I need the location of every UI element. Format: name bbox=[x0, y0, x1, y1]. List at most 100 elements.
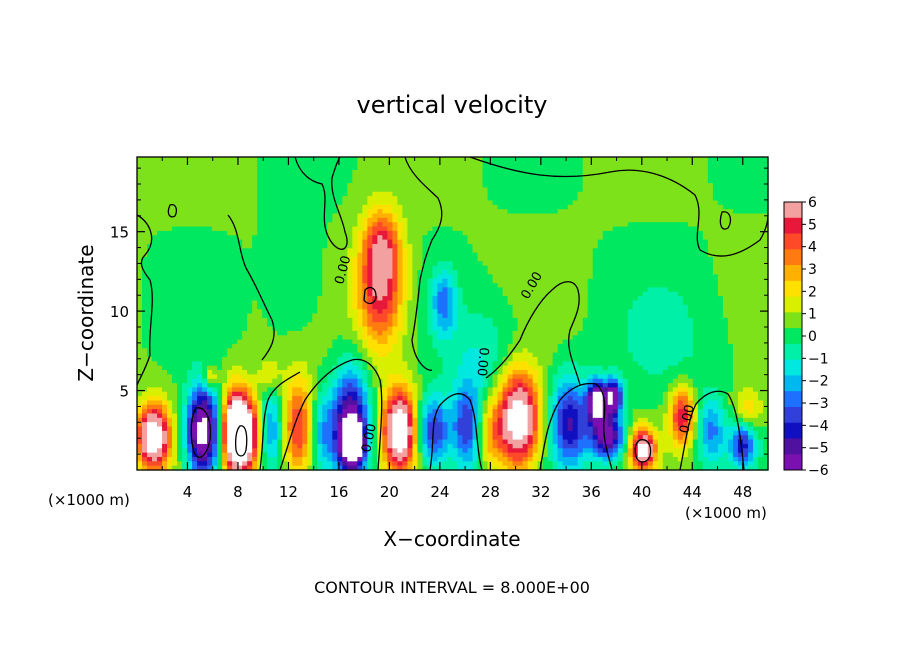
heatmap-cell bbox=[167, 343, 173, 349]
heatmap-cell bbox=[272, 226, 278, 232]
heatmap-cell bbox=[312, 256, 318, 262]
heatmap-cell bbox=[232, 343, 238, 349]
heatmap-cell bbox=[277, 378, 283, 384]
heatmap-cell bbox=[407, 183, 414, 189]
heatmap-cell bbox=[447, 443, 454, 449]
heatmap-cell bbox=[407, 178, 414, 184]
heatmap-cell bbox=[407, 456, 414, 462]
heatmap-cell bbox=[372, 204, 378, 210]
heatmap-cell bbox=[482, 187, 489, 193]
heatmap-cell bbox=[427, 161, 434, 167]
heatmap-cell bbox=[192, 187, 198, 193]
heatmap-cell bbox=[352, 161, 358, 167]
heatmap-cell bbox=[142, 348, 148, 354]
heatmap-cell bbox=[267, 261, 273, 267]
heatmap-cell bbox=[152, 183, 158, 189]
heatmap-cell bbox=[437, 235, 444, 241]
heatmap-cell bbox=[262, 226, 268, 232]
heatmap-cell bbox=[422, 430, 429, 436]
heatmap-cell bbox=[167, 243, 173, 249]
heatmap-cell bbox=[187, 217, 193, 223]
heatmap-cell bbox=[432, 391, 439, 397]
heatmap-cell bbox=[412, 178, 419, 184]
heatmap-cell bbox=[287, 239, 293, 245]
heatmap-cell bbox=[177, 343, 183, 349]
heatmap-cell bbox=[247, 170, 253, 175]
heatmap-cell bbox=[282, 370, 288, 375]
heatmap-cell bbox=[277, 222, 283, 228]
heatmap-cell bbox=[477, 365, 484, 371]
heatmap-cell bbox=[437, 426, 444, 432]
heatmap-cell bbox=[217, 391, 223, 397]
heatmap-cell bbox=[332, 409, 338, 415]
heatmap-cell bbox=[337, 183, 343, 189]
heatmap-cell bbox=[397, 283, 404, 289]
heatmap-cell bbox=[317, 387, 323, 393]
heatmap-cell bbox=[477, 174, 484, 180]
heatmap-cell bbox=[427, 400, 434, 406]
heatmap-cell bbox=[172, 191, 178, 197]
heatmap-cell bbox=[252, 465, 258, 471]
heatmap-cell bbox=[277, 217, 283, 223]
heatmap-cell bbox=[477, 374, 484, 380]
heatmap-cell bbox=[192, 378, 198, 384]
heatmap-cell bbox=[162, 365, 168, 371]
heatmap-cell bbox=[387, 309, 394, 315]
heatmap-cell bbox=[242, 309, 248, 315]
heatmap-cell bbox=[412, 391, 419, 397]
heatmap-cell bbox=[237, 157, 243, 162]
heatmap-cell bbox=[422, 352, 429, 358]
heatmap-cell bbox=[237, 448, 243, 454]
heatmap-cell bbox=[217, 291, 223, 297]
heatmap-cell bbox=[367, 439, 373, 445]
heatmap-cell bbox=[212, 448, 218, 454]
heatmap-cell bbox=[137, 296, 143, 302]
heatmap-cell bbox=[207, 170, 213, 175]
heatmap-cell bbox=[377, 417, 383, 423]
heatmap-cell bbox=[282, 170, 288, 175]
heatmap-cell bbox=[227, 383, 233, 389]
heatmap-cell bbox=[287, 283, 293, 289]
heatmap-cell bbox=[162, 317, 168, 323]
heatmap-cell bbox=[382, 243, 388, 249]
heatmap-cell bbox=[282, 465, 288, 471]
heatmap-cell bbox=[472, 274, 479, 280]
heatmap-cell bbox=[147, 196, 153, 202]
heatmap-cell bbox=[367, 191, 373, 197]
heatmap-cell bbox=[277, 213, 283, 219]
heatmap-cell bbox=[297, 222, 303, 228]
heatmap-cell bbox=[377, 313, 383, 319]
heatmap-cell bbox=[197, 204, 203, 210]
heatmap-cell bbox=[182, 383, 188, 389]
heatmap-cell bbox=[157, 291, 163, 297]
heatmap-cell bbox=[137, 387, 143, 393]
heatmap-cell bbox=[462, 222, 469, 228]
heatmap-cell bbox=[172, 274, 178, 280]
heatmap-cell bbox=[187, 443, 193, 449]
heatmap-cell bbox=[152, 213, 158, 219]
heatmap-cell bbox=[402, 226, 409, 232]
heatmap-cell bbox=[272, 235, 278, 241]
heatmap-cell bbox=[477, 196, 484, 202]
heatmap-cell bbox=[282, 361, 288, 367]
heatmap-cell bbox=[452, 235, 459, 241]
heatmap-cell bbox=[452, 287, 459, 293]
heatmap-cell bbox=[247, 261, 253, 267]
heatmap-cell bbox=[272, 330, 278, 336]
heatmap-cell bbox=[432, 461, 439, 467]
heatmap-cell bbox=[277, 230, 283, 236]
heatmap-cell bbox=[282, 278, 288, 284]
heatmap-cell bbox=[297, 326, 303, 332]
heatmap-cell bbox=[452, 226, 459, 232]
heatmap-cell bbox=[222, 348, 228, 354]
heatmap-cell bbox=[137, 391, 143, 397]
heatmap-cell bbox=[367, 248, 373, 254]
heatmap-cell bbox=[312, 452, 318, 458]
heatmap-cell bbox=[137, 439, 143, 445]
heatmap-cell bbox=[317, 352, 323, 358]
heatmap-cell bbox=[257, 283, 263, 289]
heatmap-cell bbox=[382, 161, 388, 167]
heatmap-cell bbox=[157, 178, 163, 184]
heatmap-cell bbox=[342, 187, 348, 193]
heatmap-cell bbox=[242, 383, 248, 389]
